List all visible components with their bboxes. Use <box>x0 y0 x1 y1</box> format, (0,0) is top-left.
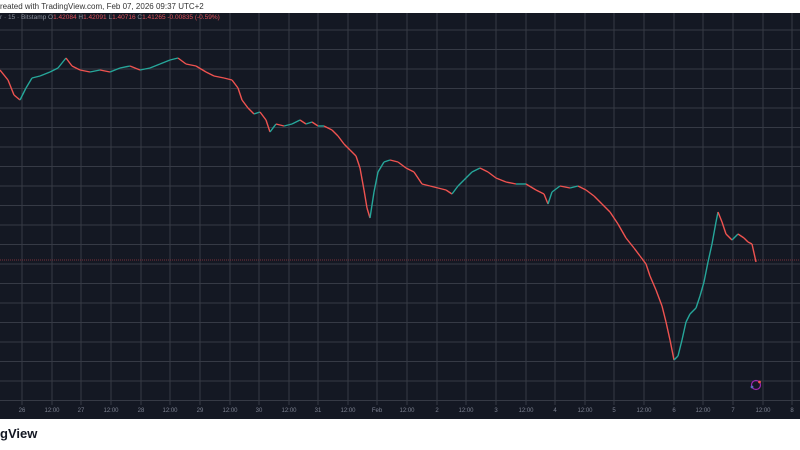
ohlc-legend: r · 15 · Bitstamp O1.42084 H1.42091 L1.4… <box>0 14 220 21</box>
time-axis-tick: 3 <box>494 408 498 414</box>
time-axis-tick: 5 <box>612 408 616 414</box>
time-axis-tick: 29 <box>196 408 204 414</box>
low-value: 1.40716 <box>112 14 136 21</box>
time-axis-tick: 4 <box>553 408 557 414</box>
time-axis[interactable]: 26 12:00 27 12:00 28 12:00 29 12:00 30 12:00 31 12:… <box>0 405 800 419</box>
plot-area <box>0 13 800 405</box>
time-axis-tick: 12:00 <box>458 408 474 414</box>
high-value: 1.42091 <box>83 14 107 21</box>
close-label: C <box>137 14 143 21</box>
open-value: 1.42084 <box>53 14 77 21</box>
open-label: O <box>48 14 54 21</box>
time-axis-tick: 30 <box>255 408 263 414</box>
time-axis-tick: 26 <box>18 408 26 414</box>
chart-caption: reated with TradingView.com, Feb 07, 202… <box>0 2 204 11</box>
close-value: 1.41265 <box>142 14 166 21</box>
time-axis-tick: 28 <box>137 408 145 414</box>
time-axis-tick: 6 <box>672 408 676 414</box>
time-axis-tick: 12:00 <box>636 408 652 414</box>
time-axis-tick: 12:00 <box>103 408 119 414</box>
low-label: L <box>108 14 113 21</box>
time-axis-tick: 27 <box>77 408 85 414</box>
symbol-label: r · 15 · Bitstamp <box>0 14 47 21</box>
time-axis-tick: 12:00 <box>162 408 178 414</box>
time-axis-tick: 2 <box>435 408 439 414</box>
time-axis-tick: 12:00 <box>399 408 415 414</box>
price-chart[interactable]: r · 15 · Bitstamp O1.42084 H1.42091 L1.4… <box>0 13 800 419</box>
time-axis-tick: 12:00 <box>577 408 593 414</box>
time-axis-tick: 12:00 <box>222 408 238 414</box>
time-axis-tick: 12:00 <box>755 408 771 414</box>
high-label: H <box>78 14 84 21</box>
time-axis-tick: 12:00 <box>340 408 356 414</box>
time-axis-tick: Feb <box>371 408 383 414</box>
time-axis-tick: 7 <box>731 408 735 414</box>
time-axis-tick: 8 <box>790 408 794 414</box>
tradingview-event-icon[interactable] <box>750 379 762 391</box>
tradingview-logo: gView <box>0 426 38 441</box>
change-value: -0.00835 (-0.59%) <box>167 14 220 21</box>
time-axis-tick: 12:00 <box>518 408 534 414</box>
time-axis-tick: 12:00 <box>695 408 711 414</box>
time-axis-tick: 12:00 <box>44 408 60 414</box>
time-axis-tick: 12:00 <box>281 408 297 414</box>
time-axis-tick: 31 <box>314 408 322 414</box>
